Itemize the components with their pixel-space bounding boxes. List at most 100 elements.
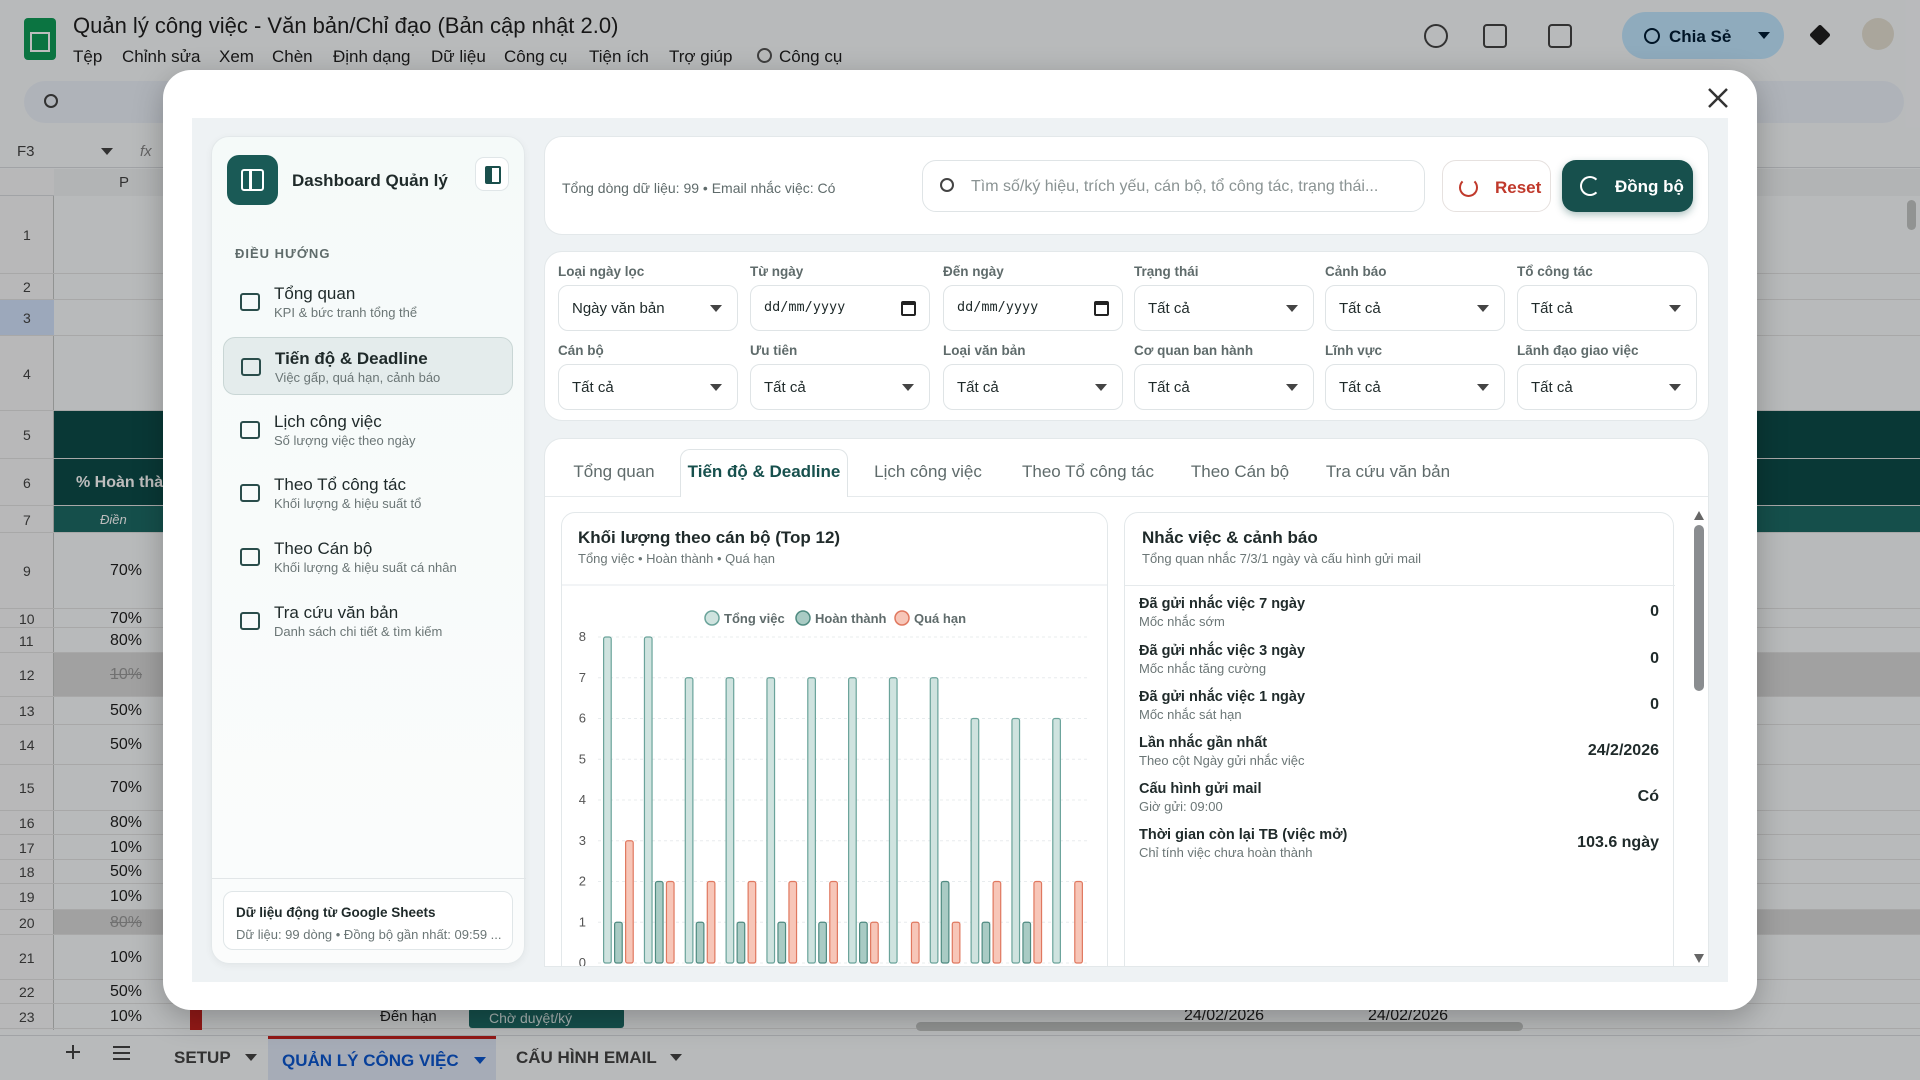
reminder-note: Mốc nhắc tăng cường xyxy=(1139,660,1267,676)
close-button[interactable] xyxy=(1706,86,1730,110)
date-cell: 24/02/2026 xyxy=(1184,1007,1265,1024)
cell-value: % Hoàn thàn xyxy=(76,473,173,491)
nav-icon xyxy=(240,484,260,502)
sheet-tab[interactable]: QUẢN LÝ CÔNG VIỆC xyxy=(268,1036,496,1080)
filter-input[interactable]: Tất cả xyxy=(1517,285,1697,331)
menu-item[interactable]: Chèn xyxy=(272,46,313,66)
bar xyxy=(684,677,694,964)
reminder-label: Đã gửi nhắc việc 1 ngày xyxy=(1139,688,1306,705)
filter-input[interactable]: Tất cả xyxy=(750,364,930,410)
share-button[interactable]: Chia Sẻ xyxy=(1622,12,1784,59)
sheet-tab-label: CẤU HÌNH EMAIL xyxy=(516,1047,657,1067)
reminder-note: Mốc nhắc sát hạn xyxy=(1139,706,1242,722)
filter-label: Cơ quan ban hành xyxy=(1134,343,1254,359)
nav-item[interactable]: Theo Tổ công tác Khối lượng & hiệu suất t… xyxy=(223,464,513,522)
data-status: Tổng dòng dữ liệu: 99 • Email nhắc việc:… xyxy=(562,180,836,196)
row-number: 5 xyxy=(23,427,31,443)
sheet-tab-label: SETUP xyxy=(174,1047,231,1067)
dropdown-caret xyxy=(1758,32,1770,39)
row-number: 10 xyxy=(19,610,35,627)
cell-value: 10% xyxy=(110,1007,143,1025)
row-number: 1 xyxy=(23,227,31,243)
history-icon[interactable] xyxy=(1424,24,1448,48)
filter-input[interactable]: Tất cả xyxy=(558,364,738,410)
comments-icon[interactable] xyxy=(1483,24,1507,48)
tab[interactable]: Lịch công việc xyxy=(874,462,982,481)
tab[interactable]: Theo Cán bộ xyxy=(1190,462,1290,481)
nav-item[interactable]: Tiến độ & Deadline Việc gấp, quá hạn, cản… xyxy=(223,337,513,395)
filter-value: dd/mm/yyyy xyxy=(764,299,846,316)
tab[interactable]: Theo Tổ công tác xyxy=(1022,462,1154,481)
avatar[interactable] xyxy=(1862,18,1894,50)
meet-icon[interactable] xyxy=(1548,24,1572,48)
sheet-tab[interactable]: CẤU HÌNH EMAIL xyxy=(502,1036,692,1080)
menu-item[interactable]: Xem xyxy=(219,46,254,66)
row-number: 4 xyxy=(23,365,31,382)
bar xyxy=(695,921,705,964)
filter-input[interactable]: Tất cả xyxy=(1134,364,1314,410)
reset-button[interactable]: Reset xyxy=(1442,160,1551,212)
menu-item[interactable]: Tệp xyxy=(73,46,103,66)
nav-item[interactable]: Tra cứu văn bản Danh sách chi tiết & tìm … xyxy=(223,592,513,650)
nav-item[interactable]: Theo Cán bộ Khối lượng & hiệu suất cá nhâ… xyxy=(223,528,513,586)
sidebar: Dashboard Quản lý ĐIỀU HƯỚNG Tổng quan KPI … xyxy=(211,136,526,964)
filter-input[interactable]: Ngày văn bản xyxy=(558,285,738,331)
reminder-value: 24/2/2026 xyxy=(1587,742,1659,759)
tab[interactable]: Tiến độ & Deadline xyxy=(687,462,841,481)
reminder-title: Nhắc việc & cảnh báo xyxy=(1142,527,1318,547)
menu-item[interactable]: Công cụ xyxy=(779,46,843,66)
filter-input[interactable]: Tất cả xyxy=(1517,364,1697,410)
nav-item[interactable]: Lịch công việc Số lượng việc theo ngày xyxy=(223,401,513,459)
selected-row-header xyxy=(0,300,54,336)
row-number: 20 xyxy=(19,914,35,931)
sheet-tab[interactable]: SETUP xyxy=(160,1036,267,1080)
bar xyxy=(643,636,653,964)
nav-title: Tổng quan xyxy=(274,283,356,303)
nav-subtitle: Việc gấp, quá hạn, cảnh báo xyxy=(275,369,441,385)
menu-item[interactable]: Chỉnh sửa xyxy=(122,46,201,66)
bar xyxy=(625,840,634,964)
chart-card: 0 1 2 3 4 5 6 7 8 Tổng việc Hoàn thành Quá hạn Khối … xyxy=(561,512,1108,966)
bar xyxy=(654,880,664,964)
menu-item[interactable]: Trợ giúp xyxy=(669,46,733,66)
filter-label: Lãnh đạo giao việc xyxy=(1517,343,1639,359)
card-divider xyxy=(1125,585,1675,586)
filter-card: Loại ngày lọc Ngày văn bản Từ ngày dd/mm/yy… xyxy=(544,251,1709,421)
search-box[interactable]: Tìm số/ký hiệu, trích yếu, cán bộ, tổ cô… xyxy=(922,160,1425,212)
filter-input[interactable]: Tất cả xyxy=(1325,285,1505,331)
reminder-note: Mốc nhắc sớm xyxy=(1139,613,1225,629)
menu-item[interactable]: Định dạng xyxy=(333,46,411,66)
bar xyxy=(766,677,776,964)
dropdown-caret xyxy=(1095,384,1107,391)
tab[interactable]: Tra cứu văn bản xyxy=(1325,462,1451,481)
bar xyxy=(929,677,939,964)
all-sheets-line xyxy=(113,1052,130,1054)
sync-button[interactable]: Đồng bộ xyxy=(1562,160,1693,212)
tab[interactable]: Tổng quan xyxy=(573,462,655,481)
menu-item[interactable]: Dữ liệu xyxy=(431,46,486,66)
tabs-card: Tổng quan Tiến độ & Deadline Lịch công việ… xyxy=(544,438,1709,967)
nav-icon xyxy=(240,612,260,630)
reminder-label: Thời gian còn lại TB (việc mở) xyxy=(1139,826,1348,843)
nav-subtitle: Số lượng việc theo ngày xyxy=(274,432,416,448)
bar xyxy=(747,880,757,964)
menu-item[interactable]: Công cụ xyxy=(504,46,568,66)
collapse-button[interactable] xyxy=(475,157,509,191)
filter-input[interactable]: Tất cả xyxy=(943,364,1123,410)
sheet-tab-label: QUẢN LÝ CÔNG VIỆC xyxy=(282,1050,459,1070)
sync-icon xyxy=(1580,176,1600,196)
filter-input[interactable]: dd/mm/yyyy xyxy=(943,285,1123,331)
filter-input[interactable]: Tất cả xyxy=(1134,285,1314,331)
row-number: 18 xyxy=(19,864,35,880)
chart-title: Khối lượng theo cán bộ (Top 12) xyxy=(578,527,841,547)
nav-item[interactable]: Tổng quan KPI & bức tranh tổng thể xyxy=(223,273,513,331)
filter-input[interactable]: Tất cả xyxy=(1325,364,1505,410)
bar xyxy=(603,636,612,964)
bar xyxy=(1052,717,1061,964)
filter-input[interactable]: dd/mm/yyyy xyxy=(750,285,930,331)
bar xyxy=(1022,921,1032,964)
calendar-icon xyxy=(901,301,916,316)
menu-item[interactable]: Tiện ích xyxy=(589,46,649,66)
bar xyxy=(807,677,816,964)
search-placeholder: Tìm số/ký hiệu, trích yếu, cán bộ, tổ cô… xyxy=(971,178,1379,195)
